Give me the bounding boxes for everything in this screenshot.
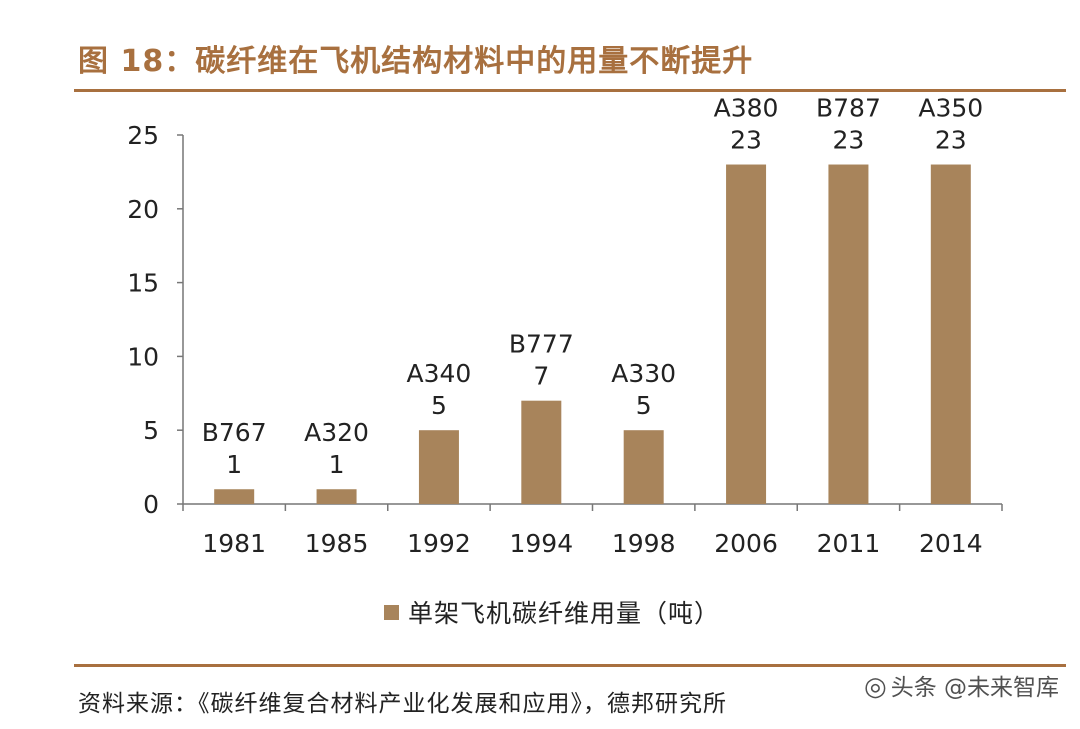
x-tick-label: 1992 xyxy=(407,529,471,558)
title-divider xyxy=(74,89,1066,92)
bar-model-label: A340 xyxy=(407,359,472,388)
x-tick-label: 2014 xyxy=(919,529,983,558)
bar-model-label: B767 xyxy=(202,418,267,447)
legend-label: 单架飞机碳纤维用量（吨） xyxy=(408,599,721,628)
bar xyxy=(623,430,664,504)
footer-divider xyxy=(74,664,1066,667)
legend-swatch xyxy=(384,604,399,620)
bar xyxy=(828,164,869,504)
y-tick-label: 0 xyxy=(143,490,159,519)
bar xyxy=(521,400,562,504)
bar xyxy=(726,164,767,504)
x-tick-label: 1985 xyxy=(305,529,369,558)
bar-model-label: A380 xyxy=(714,94,779,123)
source-note: 资料来源：《碳纤维复合材料产业化发展和应用》，德邦研究所 xyxy=(78,691,727,717)
bar-value-label: 7 xyxy=(533,362,549,391)
chart-legend: 单架飞机碳纤维用量（吨） xyxy=(384,594,720,630)
x-tick-label: 1998 xyxy=(612,529,676,558)
bar-chart: 0 5 10 15 20 25 1 B767 1981 1 A320 1985 5 A340 1992 7 B7… xyxy=(127,94,1003,558)
bar-value-label: 5 xyxy=(636,391,652,420)
watermark: ◎ 头条 @未来智库 xyxy=(864,668,1059,702)
bar-model-label: B777 xyxy=(509,330,574,359)
x-tick-label: 2011 xyxy=(817,529,881,558)
bar-value-label: 1 xyxy=(329,450,345,479)
y-tick-label: 15 xyxy=(127,269,159,298)
y-tick-label: 20 xyxy=(127,195,159,224)
bar xyxy=(930,164,971,504)
bar-model-label: A320 xyxy=(304,418,369,447)
wechat-icon: ◎ xyxy=(864,672,887,702)
bar-value-label: 23 xyxy=(730,126,762,155)
bar-value-label: 5 xyxy=(431,391,447,420)
bar-model-label: A350 xyxy=(918,94,983,123)
x-tick-label: 1981 xyxy=(202,529,266,558)
bar-model-label: B787 xyxy=(816,94,881,123)
bar xyxy=(214,489,255,504)
y-tick-label: 25 xyxy=(127,121,159,150)
y-tick-label: 10 xyxy=(127,342,159,371)
figure-title: 图 18：碳纤维在飞机结构材料中的用量不断提升 xyxy=(78,44,754,79)
bar-model-label: A330 xyxy=(611,359,676,388)
bar xyxy=(316,489,357,504)
bar-value-label: 23 xyxy=(935,126,967,155)
watermark-text: 头条 @未来智库 xyxy=(890,675,1059,701)
x-tick-label: 2006 xyxy=(714,529,778,558)
y-tick-label: 5 xyxy=(143,416,159,445)
bar-value-label: 1 xyxy=(226,450,242,479)
bar xyxy=(418,430,459,504)
x-tick-label: 1994 xyxy=(510,529,574,558)
bar-value-label: 23 xyxy=(833,126,865,155)
